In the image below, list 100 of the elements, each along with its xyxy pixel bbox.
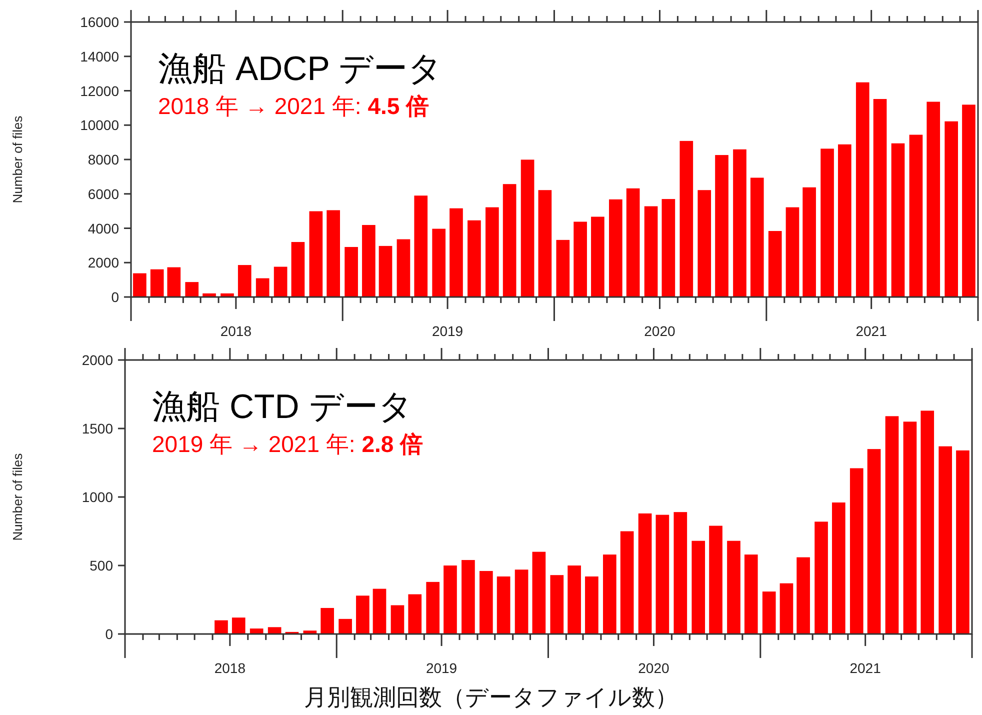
y-tick-label: 12000 (80, 82, 120, 99)
bar (462, 560, 475, 634)
y-tick-label: 1500 (82, 420, 114, 436)
bar (250, 628, 264, 634)
bar (626, 188, 640, 297)
bar (426, 582, 440, 634)
bar (715, 155, 728, 297)
x-tick-label: 2019 (426, 660, 458, 676)
bar (574, 222, 587, 297)
bar (867, 449, 881, 634)
bar (502, 184, 516, 297)
bar (662, 199, 676, 297)
bar (796, 557, 810, 634)
bar (873, 99, 887, 297)
x-tick-label: 2021 (856, 323, 888, 339)
bar (938, 446, 952, 634)
y-tick-label: 4000 (88, 220, 120, 236)
bar (608, 199, 622, 297)
bar (780, 583, 794, 634)
y-tick-label: 2000 (82, 352, 114, 368)
bar (838, 144, 852, 297)
bar (432, 228, 446, 297)
x-tick-label: 2018 (214, 660, 246, 676)
bar (744, 554, 758, 634)
y-tick-label: 6000 (88, 186, 120, 202)
bar (909, 134, 923, 297)
bar (268, 627, 282, 634)
x-tick-label: 2020 (644, 323, 676, 339)
bar (638, 513, 652, 634)
y-axis-title: Number of files (10, 115, 25, 204)
bar (591, 216, 604, 297)
bar (256, 278, 270, 297)
bar (709, 526, 722, 634)
bar (185, 282, 199, 297)
bar (414, 196, 428, 297)
bar (356, 596, 370, 634)
bar (674, 512, 688, 634)
bar (232, 618, 246, 634)
x-tick-label: 2018 (220, 323, 252, 339)
bar (891, 143, 905, 297)
y-tick-label: 500 (90, 558, 114, 574)
bar (786, 207, 800, 297)
y-tick-label: 14000 (80, 48, 120, 64)
bar (850, 468, 864, 634)
x-tick-label: 2020 (638, 660, 670, 676)
bar (956, 450, 970, 634)
text: 漁船 CTD データ (152, 388, 413, 426)
bar (550, 575, 564, 634)
y-tick-label: 16000 (80, 14, 120, 30)
bar (167, 267, 181, 297)
bar (920, 410, 934, 634)
bar (532, 552, 546, 634)
bar (396, 239, 410, 297)
bar (338, 618, 352, 634)
bar (372, 588, 386, 634)
bar (556, 240, 570, 297)
bar (326, 210, 340, 297)
bar (856, 82, 870, 297)
bar (832, 502, 846, 634)
bar (727, 540, 740, 634)
bar (150, 269, 164, 297)
bar (944, 121, 958, 297)
bar (309, 211, 323, 297)
bar (133, 273, 146, 297)
y-axis-title: Number of files (10, 452, 25, 541)
bar (750, 178, 764, 297)
bar (885, 416, 899, 634)
text: 漁船 ADCP データ (158, 50, 443, 88)
bar (644, 206, 658, 297)
bar (768, 231, 782, 297)
bar (214, 620, 228, 634)
y-tick-label: 2000 (88, 254, 120, 271)
y-tick-label: 0 (105, 626, 114, 642)
text: 月別観測回数（データファイル数） (304, 685, 678, 710)
y-tick-label: 8000 (88, 152, 120, 168)
text: 2018 年 → 2021 年: 4.5 倍 (158, 93, 430, 119)
bar (620, 531, 634, 634)
bar (450, 208, 463, 297)
bar (378, 246, 392, 297)
bar (538, 190, 552, 297)
bar (320, 608, 334, 634)
bar (814, 522, 828, 634)
bar (733, 149, 746, 297)
bar (468, 220, 481, 297)
bar (903, 422, 917, 634)
bar (390, 605, 404, 634)
bar (962, 104, 976, 297)
bar (238, 265, 252, 297)
bar (344, 246, 358, 297)
bar (362, 224, 376, 297)
bar (520, 160, 534, 297)
y-tick-label: 0 (111, 289, 120, 305)
bar (762, 592, 776, 634)
x-tick-label: 2019 (432, 323, 464, 339)
bar (585, 576, 598, 634)
y-tick-label: 1000 (82, 489, 114, 505)
bar (291, 242, 305, 297)
bar (480, 570, 493, 634)
bar (444, 566, 457, 634)
bar (698, 190, 712, 297)
